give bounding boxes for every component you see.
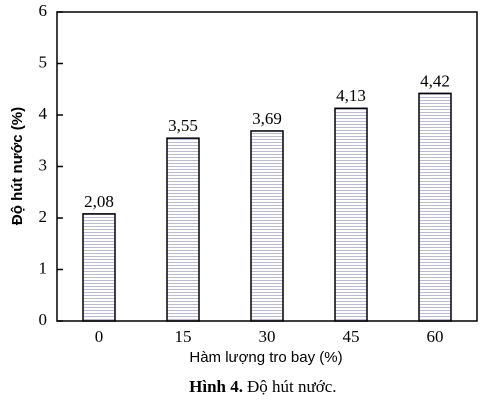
- bar: [82, 213, 116, 322]
- figure-label: Hình 4.: [189, 377, 243, 396]
- bar: [250, 130, 284, 322]
- bar: [166, 137, 200, 322]
- x-tick-label: 15: [175, 327, 192, 346]
- data-label: 3,55: [168, 116, 198, 135]
- bar: [418, 92, 452, 322]
- data-label: 3,69: [252, 109, 282, 128]
- plot-frame: [56, 11, 478, 322]
- data-label: 4,42: [420, 71, 450, 90]
- caption: Độ hút nước.: [247, 377, 337, 396]
- y-tick-label: 0: [39, 310, 48, 329]
- y-tick-label: 1: [39, 258, 48, 277]
- y-tick-label: 3: [39, 155, 48, 174]
- y-tick-label: 2: [39, 207, 48, 226]
- y-axis-label: Độ hút nước (%): [9, 107, 26, 225]
- x-axis-label: Hàm lượng tro bay (%): [189, 349, 342, 366]
- x-tick-label: 0: [95, 327, 104, 346]
- data-label: 4,13: [336, 86, 366, 105]
- y-tick-label: 6: [39, 1, 48, 20]
- x-tick-label: 30: [259, 327, 276, 346]
- data-label: 2,08: [84, 192, 114, 211]
- y-tick-label: 4: [39, 104, 48, 123]
- x-tick-label: 45: [343, 327, 360, 346]
- bar: [334, 107, 368, 322]
- y-tick-label: 5: [39, 52, 48, 71]
- x-tick-label: 60: [427, 327, 444, 346]
